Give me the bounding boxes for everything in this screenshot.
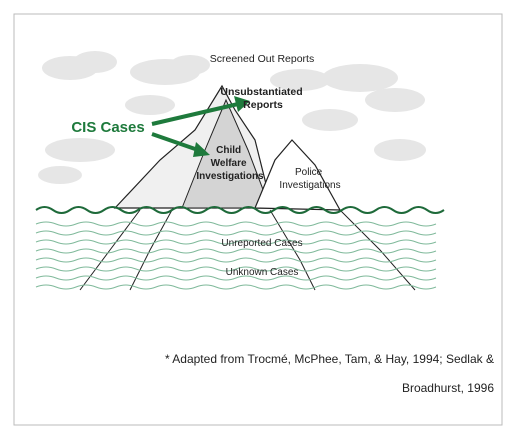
label-line: Police <box>295 167 323 178</box>
page: Screened Out Reports Unsubstantiated Rep… <box>0 0 516 439</box>
label-line: Welfare <box>211 158 247 169</box>
cis-cases-label: CIS Cases <box>71 119 144 136</box>
unreported-label: Unreported Cases <box>221 238 302 249</box>
unknown-label: Unknown Cases <box>226 267 299 278</box>
label-line: Child <box>216 145 241 156</box>
caption-line: Broadhurst, 1996 <box>402 381 494 395</box>
label-line: Unsubstantiated <box>220 86 302 98</box>
screened-out-label: Screened Out Reports <box>210 53 314 65</box>
label-line: Investigations <box>196 171 264 182</box>
label-line: Investigations <box>279 180 340 191</box>
slide: Screened Out Reports Unsubstantiated Rep… <box>0 0 516 439</box>
label-line: Reports <box>243 99 283 111</box>
caption-line: * Adapted from Trocmé, McPhee, Tam, & Ha… <box>165 352 494 366</box>
